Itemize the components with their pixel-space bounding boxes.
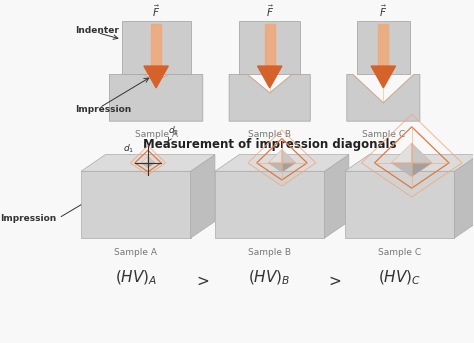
Bar	[239, 21, 300, 74]
Text: Impression: Impression	[75, 105, 131, 114]
Bar	[122, 21, 191, 74]
Polygon shape	[81, 171, 191, 238]
Text: Measurement of impression diagonals: Measurement of impression diagonals	[143, 138, 396, 151]
Text: Sample C: Sample C	[378, 248, 421, 257]
Polygon shape	[141, 163, 148, 168]
Text: $d_2$: $d_2$	[168, 125, 179, 138]
Polygon shape	[215, 155, 349, 171]
Polygon shape	[345, 155, 474, 171]
Polygon shape	[81, 155, 215, 171]
Text: Sample B: Sample B	[248, 248, 291, 257]
Polygon shape	[148, 163, 155, 168]
Polygon shape	[412, 163, 432, 177]
Polygon shape	[371, 66, 395, 88]
Polygon shape	[268, 150, 282, 163]
Text: Sample C: Sample C	[362, 130, 405, 139]
Text: Sample A: Sample A	[135, 130, 178, 139]
Polygon shape	[412, 143, 432, 163]
Text: Sample A: Sample A	[114, 248, 157, 257]
Polygon shape	[109, 74, 203, 121]
Text: $\vec{F}$: $\vec{F}$	[265, 4, 274, 19]
Text: $(HV)_C$: $(HV)_C$	[378, 268, 421, 286]
Text: $\vec{F}$: $\vec{F}$	[152, 4, 160, 19]
Polygon shape	[282, 163, 296, 172]
Polygon shape	[257, 66, 282, 88]
Polygon shape	[347, 74, 420, 121]
Text: $(HV)_B$: $(HV)_B$	[248, 268, 291, 286]
Polygon shape	[191, 155, 215, 238]
Text: >: >	[196, 274, 209, 289]
Polygon shape	[391, 163, 412, 177]
Bar	[357, 21, 410, 74]
Text: Indenter: Indenter	[75, 26, 119, 35]
Polygon shape	[151, 24, 161, 66]
Polygon shape	[345, 171, 455, 238]
Polygon shape	[141, 156, 148, 163]
Polygon shape	[378, 24, 388, 66]
Polygon shape	[229, 74, 310, 121]
Polygon shape	[148, 156, 155, 163]
Text: $(HV)_A$: $(HV)_A$	[115, 268, 157, 286]
Text: Sample B: Sample B	[248, 130, 291, 139]
Text: Impression: Impression	[0, 214, 57, 223]
Polygon shape	[325, 155, 349, 238]
Polygon shape	[265, 24, 274, 66]
Polygon shape	[215, 171, 325, 238]
Text: $\vec{F}$: $\vec{F}$	[379, 4, 387, 19]
Text: >: >	[328, 274, 341, 289]
Polygon shape	[391, 143, 412, 163]
Polygon shape	[268, 163, 282, 172]
Polygon shape	[282, 150, 296, 163]
Polygon shape	[455, 155, 474, 238]
Text: $d_1$: $d_1$	[123, 142, 135, 155]
Polygon shape	[144, 66, 168, 88]
